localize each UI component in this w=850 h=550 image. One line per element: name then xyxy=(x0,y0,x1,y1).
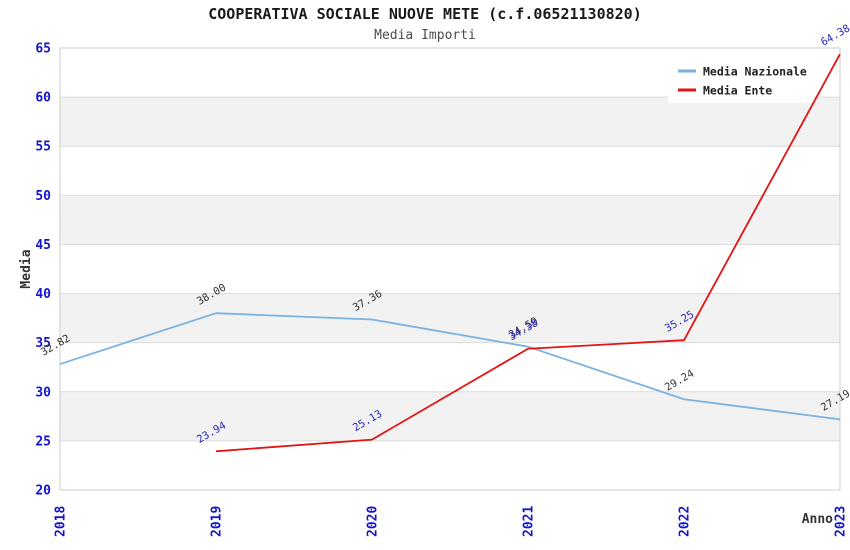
legend-label-media-ente: Media Ente xyxy=(703,84,772,98)
y-tick-label: 20 xyxy=(35,484,51,499)
legend-background xyxy=(668,57,814,103)
plot-band xyxy=(60,293,840,343)
y-tick-label: 40 xyxy=(35,287,51,302)
plot-band xyxy=(60,97,840,147)
series-line-media-ente xyxy=(215,53,841,453)
y-tick-label: 45 xyxy=(35,238,51,253)
x-tick-label: 2019 xyxy=(210,506,225,537)
x-tick-label: 2020 xyxy=(366,506,381,537)
y-tick-label: 60 xyxy=(35,91,51,106)
plot-band xyxy=(60,391,840,441)
x-axis-title: Anno xyxy=(802,512,833,527)
chart-text-layer: COOPERATIVA SOCIALE NUOVE METE (c.f.0652… xyxy=(19,5,833,527)
y-axis-title: Media xyxy=(19,249,34,288)
data-label: 29.24 xyxy=(663,368,696,394)
y-tick-label: 25 xyxy=(35,434,51,449)
x-tick-label: 2022 xyxy=(678,506,693,537)
plot-background-layer: 20 25 30 35 40 45 50 55 60 65 2018 2019 2020 2021 2022… xyxy=(35,42,848,538)
series-line-media-nazionale xyxy=(59,312,841,421)
legend-label-media-nazionale: Media Nazionale xyxy=(703,65,807,79)
y-tick-label: 65 xyxy=(35,42,51,57)
chart-title: COOPERATIVA SOCIALE NUOVE METE (c.f.0652… xyxy=(208,5,641,23)
y-tick-label: 30 xyxy=(35,385,51,400)
y-tick-label: 50 xyxy=(35,189,51,204)
legend: Media Nazionale Media Ente xyxy=(668,57,814,103)
chart-subtitle: Media Importi xyxy=(374,28,476,43)
x-tick-label: 2023 xyxy=(834,506,849,537)
x-tick-label: 2021 xyxy=(522,506,537,537)
plot-band xyxy=(60,195,840,245)
y-tick-label: 55 xyxy=(35,140,51,155)
y-tick-label: 35 xyxy=(35,336,51,351)
x-tick-label: 2018 xyxy=(54,506,69,537)
plot-border xyxy=(59,47,841,491)
data-label: 64.38 xyxy=(819,22,850,48)
